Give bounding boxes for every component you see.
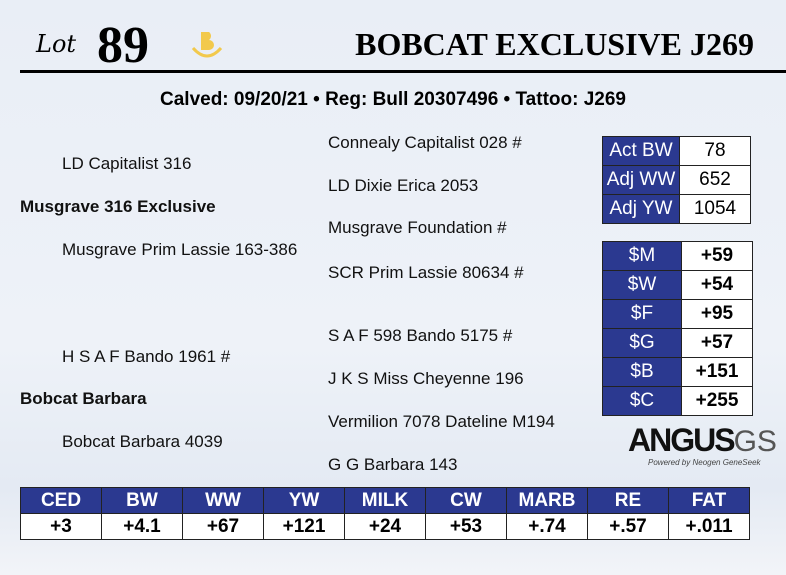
epd-value: +24: [344, 513, 426, 540]
epd-value: +121: [263, 513, 345, 540]
perf-value: 652: [679, 165, 751, 195]
epd-value: +53: [425, 513, 507, 540]
epd-header: CW: [425, 487, 507, 514]
ggp: G G Barbara 143: [328, 455, 458, 474]
perf-label: Adj WW: [602, 165, 680, 195]
ggp: SCR Prim Lassie 80634 #: [328, 263, 524, 282]
index-label: $W: [602, 270, 682, 300]
angus-gs-logo: ANGUSGS Powered by Neogen GeneSeek: [628, 422, 777, 468]
logo-suffix: GS: [733, 425, 777, 458]
epd-header: MARB: [506, 487, 588, 514]
table-row: Adj WW 652: [602, 165, 751, 195]
index-label: $B: [602, 357, 682, 387]
index-label: $C: [602, 386, 682, 416]
index-label: $M: [602, 241, 682, 271]
epd-value-row: +3 +4.1 +67 +121 +24 +53 +.74 +.57 +.011: [20, 513, 750, 540]
perf-value: 1054: [679, 194, 751, 224]
index-label: $F: [602, 299, 682, 329]
index-table: $M +59 $W +54 $F +95 $G +57 $B +151 $C +255: [602, 241, 753, 416]
info-line: Calved: 09/20/21 • Reg: Bull 20307496 • …: [160, 89, 626, 110]
epd-header: MILK: [344, 487, 426, 514]
index-value: +54: [681, 270, 753, 300]
logo-tagline: Powered by Neogen GeneSeek: [648, 458, 761, 467]
sire: Musgrave 316 Exclusive: [20, 197, 216, 216]
epd-header: WW: [182, 487, 264, 514]
lot-number: 89: [97, 17, 149, 74]
epd-header: RE: [587, 487, 669, 514]
divider: [20, 70, 786, 73]
table-row: Adj YW 1054: [602, 194, 751, 224]
animal-name: BOBCAT EXCLUSIVE J269: [355, 26, 754, 62]
index-label: $G: [602, 328, 682, 358]
perf-label: Act BW: [602, 136, 680, 166]
epd-header: BW: [101, 487, 183, 514]
index-value: +57: [681, 328, 753, 358]
index-value: +151: [681, 357, 753, 387]
performance-table: Act BW 78 Adj WW 652 Adj YW 1054: [602, 136, 751, 224]
index-value: +95: [681, 299, 753, 329]
sire-dam: Musgrave Prim Lassie 163-386: [62, 240, 298, 259]
brand-logo: [190, 28, 224, 62]
ggp: Vermilion 7078 Dateline M194: [328, 412, 555, 431]
epd-value: +.57: [587, 513, 669, 540]
perf-label: Adj YW: [602, 194, 680, 224]
ggp: J K S Miss Cheyenne 196: [328, 369, 524, 388]
logo-text: ANGUS: [628, 422, 736, 458]
dam-sire: H S A F Bando 1961 #: [62, 347, 231, 366]
dam-dam: Bobcat Barbara 4039: [62, 432, 223, 451]
ggp: LD Dixie Erica 2053: [328, 176, 479, 195]
epd-header: YW: [263, 487, 345, 514]
ggp: Connealy Capitalist 028 #: [328, 133, 522, 152]
epd-header-row: CED BW WW YW MILK CW MARB RE FAT: [20, 487, 750, 514]
epd-value: +.011: [668, 513, 750, 540]
sire-sire: LD Capitalist 316: [62, 154, 192, 173]
ggp: S A F 598 Bando 5175 #: [328, 326, 513, 345]
epd-value: +4.1: [101, 513, 183, 540]
epd-table: CED BW WW YW MILK CW MARB RE FAT +3 +4.1 +67 +121 +2…: [20, 487, 750, 540]
perf-value: 78: [679, 136, 751, 166]
lot-label: Lot: [36, 30, 77, 58]
ggp: Musgrave Foundation #: [328, 218, 507, 237]
dam: Bobcat Barbara: [20, 389, 147, 408]
epd-value: +3: [20, 513, 102, 540]
epd-header: CED: [20, 487, 102, 514]
table-row: Act BW 78: [602, 136, 751, 166]
epd-value: +.74: [506, 513, 588, 540]
index-value: +255: [681, 386, 753, 416]
epd-header: FAT: [668, 487, 750, 514]
index-value: +59: [681, 241, 753, 271]
epd-value: +67: [182, 513, 264, 540]
